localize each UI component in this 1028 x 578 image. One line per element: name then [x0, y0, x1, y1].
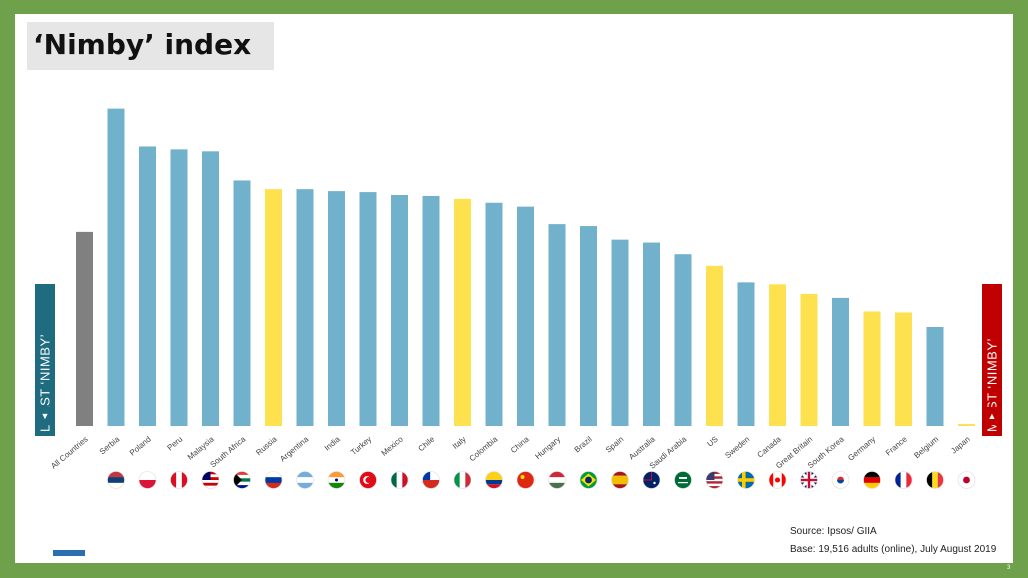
bar-china [517, 206, 534, 426]
italy-flag-icon [453, 471, 472, 489]
russia-flag-icon [264, 471, 283, 489]
title-box: ‘Nimby’ index [27, 22, 274, 70]
bar-hungary [548, 224, 566, 426]
bar-serbia [107, 108, 125, 426]
mexico-flag-icon [390, 471, 409, 489]
serbia-flag-icon [107, 471, 125, 489]
india-flag-icon [327, 471, 346, 489]
bar-germany [863, 311, 881, 426]
bar-india [328, 191, 345, 426]
category-label: US [705, 435, 719, 449]
category-label: Turkey [349, 435, 373, 457]
bar-belgium [926, 327, 944, 426]
australia-flag-icon [642, 471, 661, 489]
south-korea-flag-icon [831, 471, 850, 489]
page-number: 3 [1007, 565, 1011, 571]
category-label: France [884, 434, 909, 457]
category-label: Australia [627, 434, 657, 461]
china-flag-icon [516, 471, 535, 489]
bar-spain [611, 239, 629, 426]
france-flag-icon [894, 471, 913, 489]
base-note: Base: 19,516 adults (online), July Augus… [790, 544, 997, 555]
category-label: Germany [846, 435, 877, 463]
category-label: Canada [756, 434, 784, 459]
bar-argentina [296, 189, 314, 426]
category-label: Sweden [723, 435, 751, 460]
ipsos-logo [53, 550, 85, 556]
bar-poland [139, 146, 156, 426]
down-arrow-icon: ▼ [35, 407, 55, 425]
category-label: Japan [949, 435, 971, 456]
argentina-flag-icon [296, 471, 314, 489]
peru-flag-icon [170, 471, 188, 489]
category-label: Malaysia [186, 434, 216, 462]
canada-flag-icon [768, 471, 787, 489]
category-label: Poland [128, 435, 153, 458]
bar-turkey [359, 192, 377, 426]
bar-malaysia [202, 151, 219, 426]
category-label: Hungary [533, 435, 562, 461]
category-label: Argentina [278, 434, 310, 463]
category-label: Serbia [98, 434, 122, 456]
bar-chile [422, 195, 440, 426]
bar-mexico [391, 195, 408, 426]
bar-all-countries [76, 231, 93, 426]
category-label: Peru [166, 435, 185, 453]
category-label: Russia [254, 434, 279, 457]
bar-south-korea [832, 297, 849, 426]
germany-flag-icon [863, 471, 881, 489]
south-africa-flag-icon [233, 471, 251, 489]
bar-russia [265, 189, 282, 426]
bar-italy [454, 198, 471, 426]
category-label: India [323, 434, 342, 452]
turkey-flag-icon [359, 471, 377, 489]
brazil-flag-icon [579, 471, 598, 489]
up-arrow-icon: ▲ [982, 407, 1002, 425]
bar-peru [170, 149, 188, 426]
bar-france [895, 312, 912, 426]
bar-chart: All Countries Serbia Poland Peru MalaysiaSou… [49, 108, 976, 489]
us-flag-icon [705, 471, 724, 489]
japan-flag-icon [957, 471, 976, 489]
bar-australia [643, 242, 660, 426]
source-note: Source: Ipsos/ GIIA [790, 526, 877, 537]
slide: ‘Nimby’ index All Countries Serbia Poland P… [15, 14, 1013, 563]
malaysia-flag-icon [201, 471, 220, 489]
bar-south-africa [233, 180, 251, 426]
category-label: China [509, 434, 531, 455]
bar-colombia [485, 202, 503, 426]
category-label: All Countries [49, 435, 90, 471]
category-label: Mexico [380, 434, 406, 458]
bar-us [706, 265, 723, 426]
category-label: Spain [604, 435, 625, 455]
bar-great-britain [800, 294, 818, 426]
saudi-arabia-flag-icon [674, 471, 692, 489]
category-label: Colombia [468, 434, 500, 463]
category-label: Belgium [912, 434, 940, 460]
bar-brazil [580, 226, 597, 426]
category-label: South Africa [208, 434, 247, 469]
hungary-flag-icon [548, 471, 566, 489]
category-label: Brazil [573, 435, 594, 455]
category-label: Italy [451, 435, 468, 451]
bar-saudi-arabia [674, 254, 692, 426]
spain-flag-icon [611, 471, 629, 489]
belgium-flag-icon [926, 471, 944, 489]
category-label: Chile [417, 434, 437, 453]
chart-title: ‘Nimby’ index [33, 28, 252, 61]
colombia-flag-icon [485, 471, 503, 489]
bar-japan [958, 424, 975, 426]
poland-flag-icon [138, 471, 157, 489]
great-britain-flag-icon [800, 471, 818, 489]
bar-sweden [737, 282, 755, 426]
bar-canada [769, 284, 786, 426]
chile-flag-icon [422, 471, 440, 489]
sweden-flag-icon [737, 471, 755, 489]
